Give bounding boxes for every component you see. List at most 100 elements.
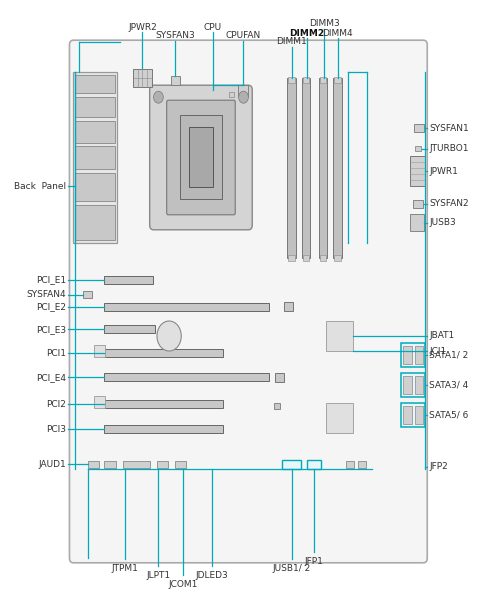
Bar (237, 85, 248, 96)
Bar (228, 92, 233, 97)
Bar (75, 146, 115, 169)
Bar (287, 77, 294, 83)
Circle shape (157, 321, 181, 351)
Bar (75, 121, 115, 143)
Text: DIMM4: DIMM4 (322, 28, 352, 37)
Bar (104, 400, 223, 408)
Bar (414, 146, 420, 151)
Text: PCI_E3: PCI_E3 (36, 325, 66, 334)
Bar (401, 403, 424, 427)
Text: DIMM2: DIMM2 (289, 28, 324, 37)
Bar (180, 115, 221, 199)
Text: JUSB1/ 2: JUSB1/ 2 (272, 564, 310, 573)
Bar (403, 346, 411, 364)
Bar (282, 460, 300, 469)
Bar (318, 78, 326, 258)
Text: SYSFAN4: SYSFAN4 (26, 290, 66, 299)
Bar (306, 460, 321, 469)
Text: SATA1/ 2: SATA1/ 2 (428, 350, 468, 359)
Bar (414, 406, 423, 424)
Bar (286, 78, 295, 258)
Text: JLPT1: JLPT1 (146, 571, 170, 580)
Text: SYSFAN3: SYSFAN3 (155, 31, 195, 40)
Text: JPWR2: JPWR2 (128, 22, 157, 31)
Bar (283, 302, 292, 311)
Bar (306, 461, 321, 468)
Bar (325, 403, 352, 433)
Text: PCI3: PCI3 (46, 425, 66, 433)
Bar (403, 406, 411, 424)
Text: JCI1: JCI1 (428, 346, 446, 355)
Text: PCI2: PCI2 (46, 400, 66, 409)
Text: JCOM1: JCOM1 (168, 580, 197, 589)
Bar (319, 77, 325, 83)
Bar (334, 255, 340, 261)
Text: SATA5/ 6: SATA5/ 6 (428, 410, 468, 420)
Bar (413, 124, 424, 132)
FancyBboxPatch shape (69, 40, 427, 563)
Bar (357, 461, 366, 468)
Bar (345, 461, 354, 468)
Text: Back  Panel: Back Panel (14, 182, 66, 191)
Bar (104, 373, 269, 381)
Bar (94, 396, 105, 408)
Bar (287, 255, 294, 261)
Text: JTPM1: JTPM1 (112, 564, 139, 573)
Bar (403, 376, 411, 394)
FancyBboxPatch shape (149, 85, 252, 230)
Bar (75, 173, 115, 201)
Bar (401, 373, 424, 397)
Text: JTURBO1: JTURBO1 (428, 144, 468, 153)
Bar (302, 77, 308, 83)
Bar (170, 76, 180, 85)
Text: PCI_E2: PCI_E2 (36, 302, 66, 311)
Bar (94, 345, 105, 357)
Bar (104, 349, 223, 357)
Bar (123, 461, 150, 468)
Bar (157, 461, 168, 468)
Bar (414, 346, 423, 364)
Bar (104, 276, 152, 284)
Text: JFP1: JFP1 (304, 557, 323, 566)
Bar (302, 255, 308, 261)
Bar (401, 343, 424, 367)
Bar (409, 156, 424, 186)
Bar (104, 303, 269, 311)
Bar (189, 127, 213, 187)
Bar (75, 97, 115, 117)
Bar (274, 403, 280, 409)
Bar (333, 78, 341, 258)
Text: JAUD1: JAUD1 (38, 460, 66, 469)
Bar (104, 325, 155, 333)
Text: JFP2: JFP2 (428, 462, 447, 472)
FancyBboxPatch shape (166, 100, 235, 215)
Bar (88, 461, 99, 468)
Text: JUSB3: JUSB3 (428, 218, 455, 227)
Text: DIMM1: DIMM1 (276, 37, 306, 46)
Bar (414, 376, 423, 394)
Text: JBAT1: JBAT1 (428, 331, 453, 340)
Circle shape (238, 91, 248, 103)
Bar (75, 205, 115, 240)
Bar (325, 321, 352, 351)
Bar (409, 214, 423, 231)
Bar (301, 78, 309, 258)
Text: SATA3/ 4: SATA3/ 4 (428, 381, 468, 390)
Bar (104, 461, 116, 468)
Text: SYSFAN1: SYSFAN1 (428, 124, 468, 133)
Bar (334, 77, 340, 83)
Bar (83, 291, 92, 298)
Text: PCI1: PCI1 (46, 349, 66, 358)
Bar (412, 200, 423, 208)
Text: SYSFAN2: SYSFAN2 (428, 199, 468, 208)
Bar (275, 373, 283, 382)
Bar (319, 255, 325, 261)
Bar (73, 72, 117, 243)
Text: JPWR1: JPWR1 (428, 166, 457, 175)
Bar (133, 69, 151, 87)
Text: PCI_E1: PCI_E1 (36, 275, 66, 284)
Bar (104, 425, 223, 433)
Text: CPUFAN: CPUFAN (225, 31, 260, 40)
Text: CPU: CPU (203, 22, 222, 31)
Bar (175, 461, 186, 468)
